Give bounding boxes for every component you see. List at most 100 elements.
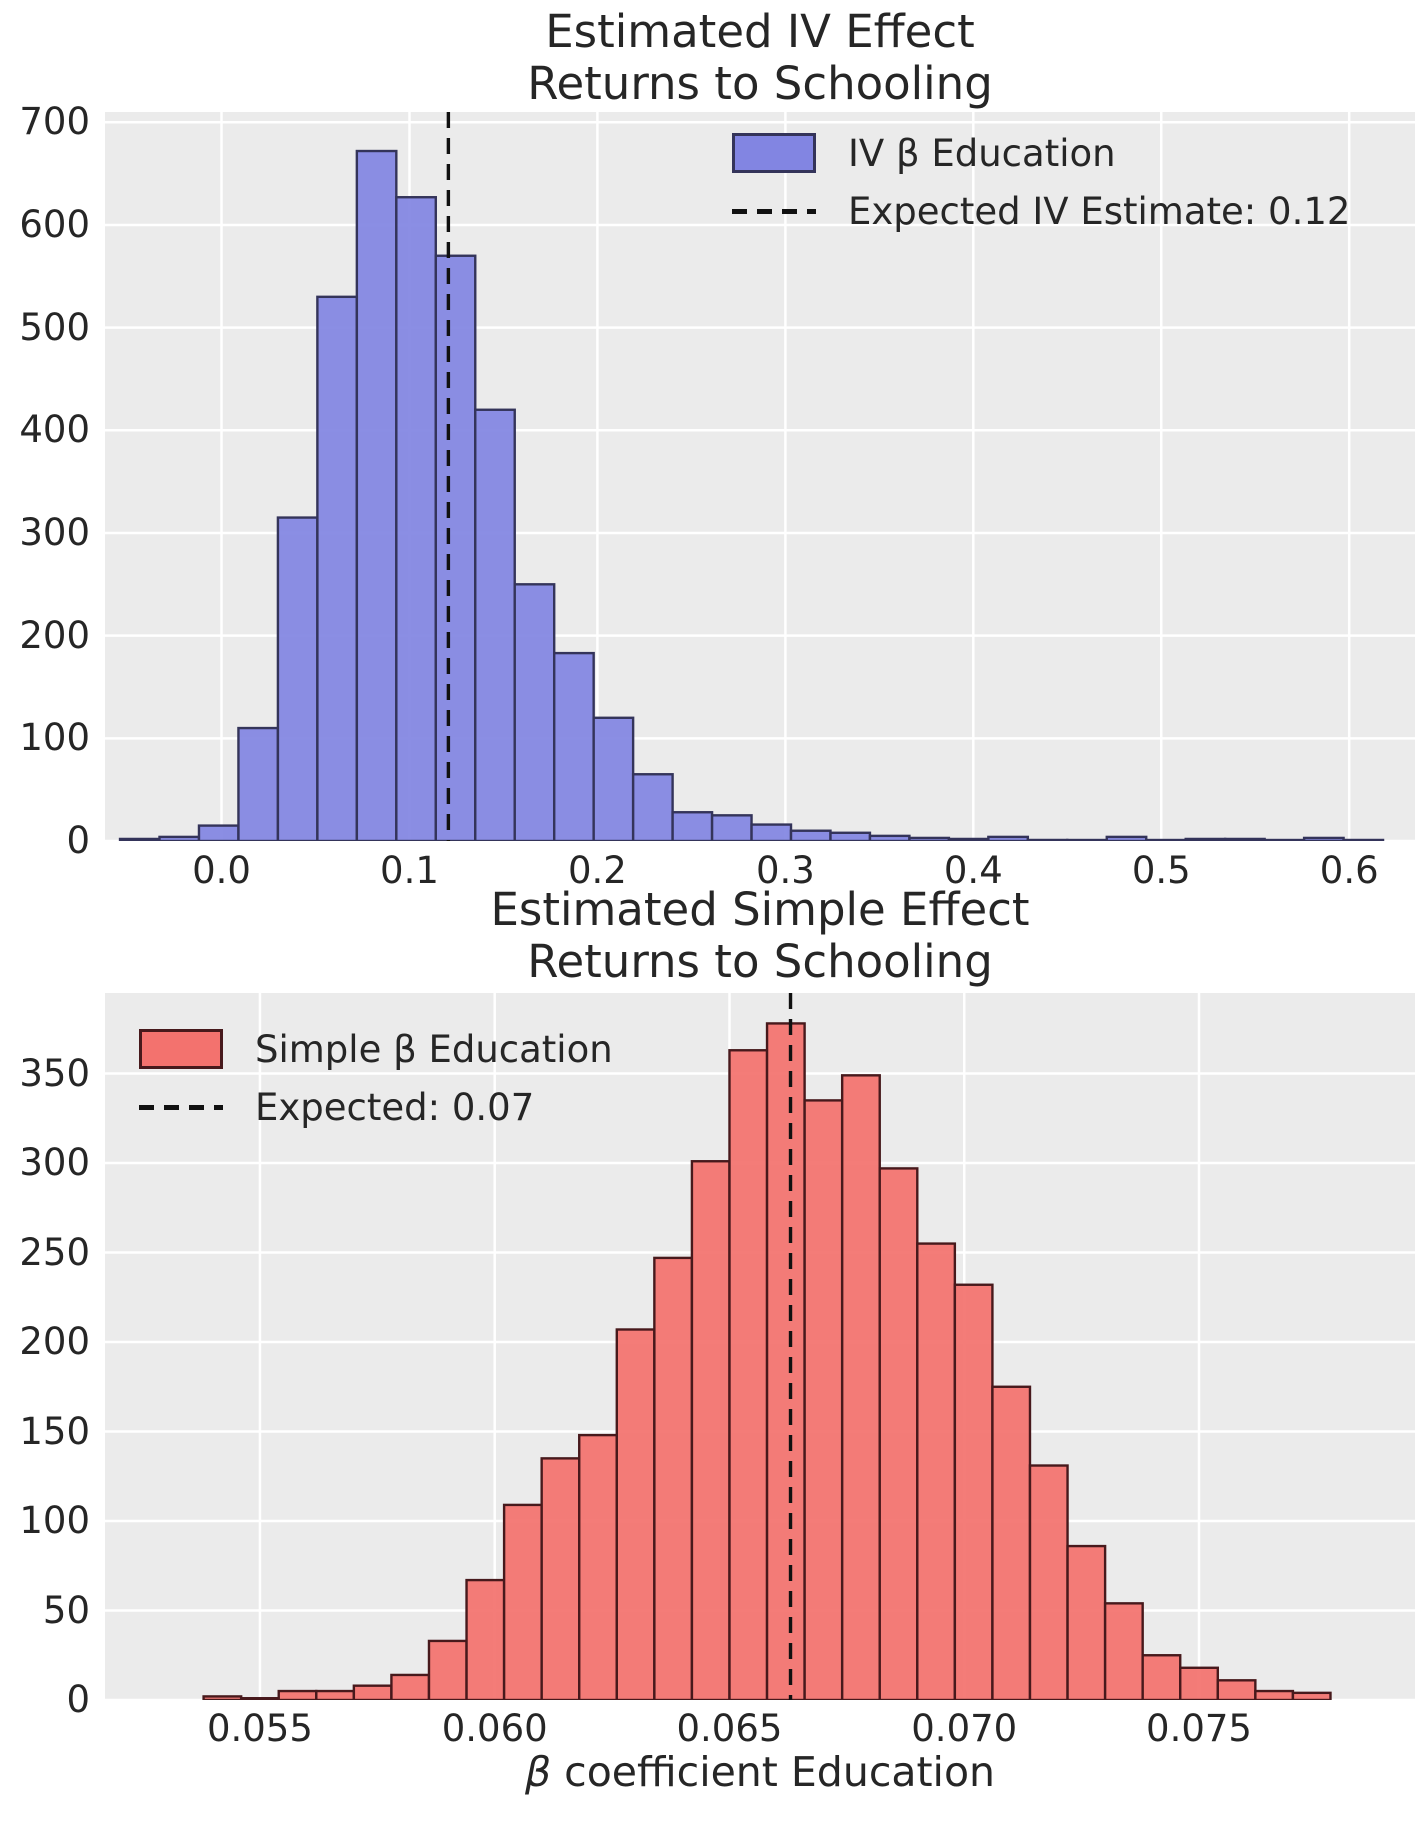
histogram-bar [868,834,911,841]
beta-symbol: β [524,1748,552,1796]
histogram-bar [710,814,753,841]
histogram-bar [502,1503,543,1700]
histogram-bar [878,1167,919,1700]
histogram-bar [750,823,793,841]
histogram-bar [197,824,240,841]
dashed-line-icon [732,208,816,214]
simple-legend: Simple β Education Expected: 0.07 [139,1020,613,1136]
histogram-bar [118,837,161,841]
x-tick-label: 0.3 [755,849,815,892]
histogram-bar [1263,838,1306,841]
histogram-bar [1026,838,1069,841]
histogram-bar [540,1457,581,1700]
histogram-bars [118,149,1385,841]
histogram-bar [1254,1689,1295,1700]
y-tick-label: 200 [19,613,90,657]
histogram-bar [552,651,595,841]
histogram-bar [840,1074,881,1700]
x-tick-label: 0.0 [192,849,251,892]
y-tick-label: 600 [19,202,90,246]
simple-plot-area [105,993,1415,1700]
simple-series-swatch-icon [139,1029,223,1069]
histogram-bar [352,1684,393,1700]
y-tick-label: 0 [66,1678,90,1721]
histogram-bar [592,716,635,841]
y-tick-label: 100 [19,716,90,760]
simple-chart-title-line2: Returns to Schooling [527,935,993,988]
histogram-bar [1103,1602,1144,1700]
x-axis-label: β coefficient Education [105,1748,1415,1796]
simple-legend-item-expected: Expected: 0.07 [139,1078,613,1136]
histogram-bar [237,726,280,841]
iv-chart-title-line1: Estimated IV Effect [545,5,975,58]
y-tick-label: 350 [19,1051,90,1095]
x-tick-label: 0.075 [1146,1707,1252,1750]
histogram-bar [1066,1544,1107,1700]
histogram-bar [1291,1691,1332,1700]
simple-legend-item-series: Simple β Education [139,1020,613,1078]
histogram-bar [474,408,516,841]
dashed-line-icon [139,1104,223,1110]
y-tick-label: 500 [19,305,90,349]
histogram-bar [355,149,398,841]
histogram-bar [202,1695,243,1700]
x-tick-label: 0.5 [1131,849,1191,892]
histogram-bar [578,1433,618,1700]
histogram-bar [1342,838,1385,841]
histogram-bar [1302,836,1345,841]
histogram-bar [316,295,359,841]
x-tick-label: 0.6 [1319,849,1379,892]
histogram-bar [1184,837,1227,841]
histogram-bar [315,1689,356,1700]
histogram-bar [631,773,674,841]
histogram-bar [390,1673,431,1700]
x-tick-label: 0.4 [943,849,1003,892]
histogram-bar [789,829,832,841]
x-tick-label: 0.065 [676,1707,783,1750]
histogram-bar [1179,1666,1219,1700]
histogram-bar [615,1328,656,1700]
histogram-bar [277,1689,318,1700]
histogram-bar [728,1049,769,1700]
iv-legend-item-expected: Expected IV Estimate: 0.12 [732,182,1350,240]
x-tick-label: 0.2 [568,849,627,892]
y-tick-label: 700 [19,100,90,144]
histogram-bar [916,1242,957,1700]
y-tick-label: 300 [19,510,90,554]
histogram-bar [465,1578,506,1700]
histogram-bar [158,835,201,841]
histogram-plot [105,112,1415,841]
histogram-bar [276,516,319,841]
histogram-bar [953,1283,994,1700]
histogram-bar [1223,837,1266,841]
iv-chart-title: Estimated IV Effect Returns to Schooling [105,6,1415,110]
simple-series-legend-label: Simple β Education [255,1027,613,1071]
histogram-bar [1141,1654,1182,1700]
histogram-bar [1028,1464,1069,1700]
histogram-bar [1066,838,1108,841]
iv-legend-item-series: IV β Education [732,124,1350,182]
y-tick-label: 150 [19,1409,90,1453]
iv-plot-area [105,112,1415,841]
histogram-bar [803,1099,844,1700]
y-tick-label: 250 [19,1230,90,1274]
histogram-bar [653,1256,694,1700]
histogram-bar [991,1385,1032,1700]
y-tick-label: 200 [19,1320,90,1364]
histogram-bar [427,1639,468,1700]
y-tick-label: 100 [19,1499,90,1542]
histogram-bar [987,835,1030,841]
histogram-bar [1105,835,1148,841]
x-tick-label: 0.060 [441,1707,548,1750]
x-tick-label: 0.055 [206,1707,313,1750]
histogram-bar [829,831,872,841]
y-tick-label: 50 [42,1588,90,1632]
iv-legend: IV β Education Expected IV Estimate: 0.1… [732,124,1350,240]
y-tick-label: 0 [66,819,90,862]
histogram-bars [202,1022,1332,1700]
histogram-bar [513,583,556,841]
iv-series-swatch-icon [732,133,816,173]
histogram-plot [105,993,1415,1700]
histogram-bar [239,1697,280,1700]
